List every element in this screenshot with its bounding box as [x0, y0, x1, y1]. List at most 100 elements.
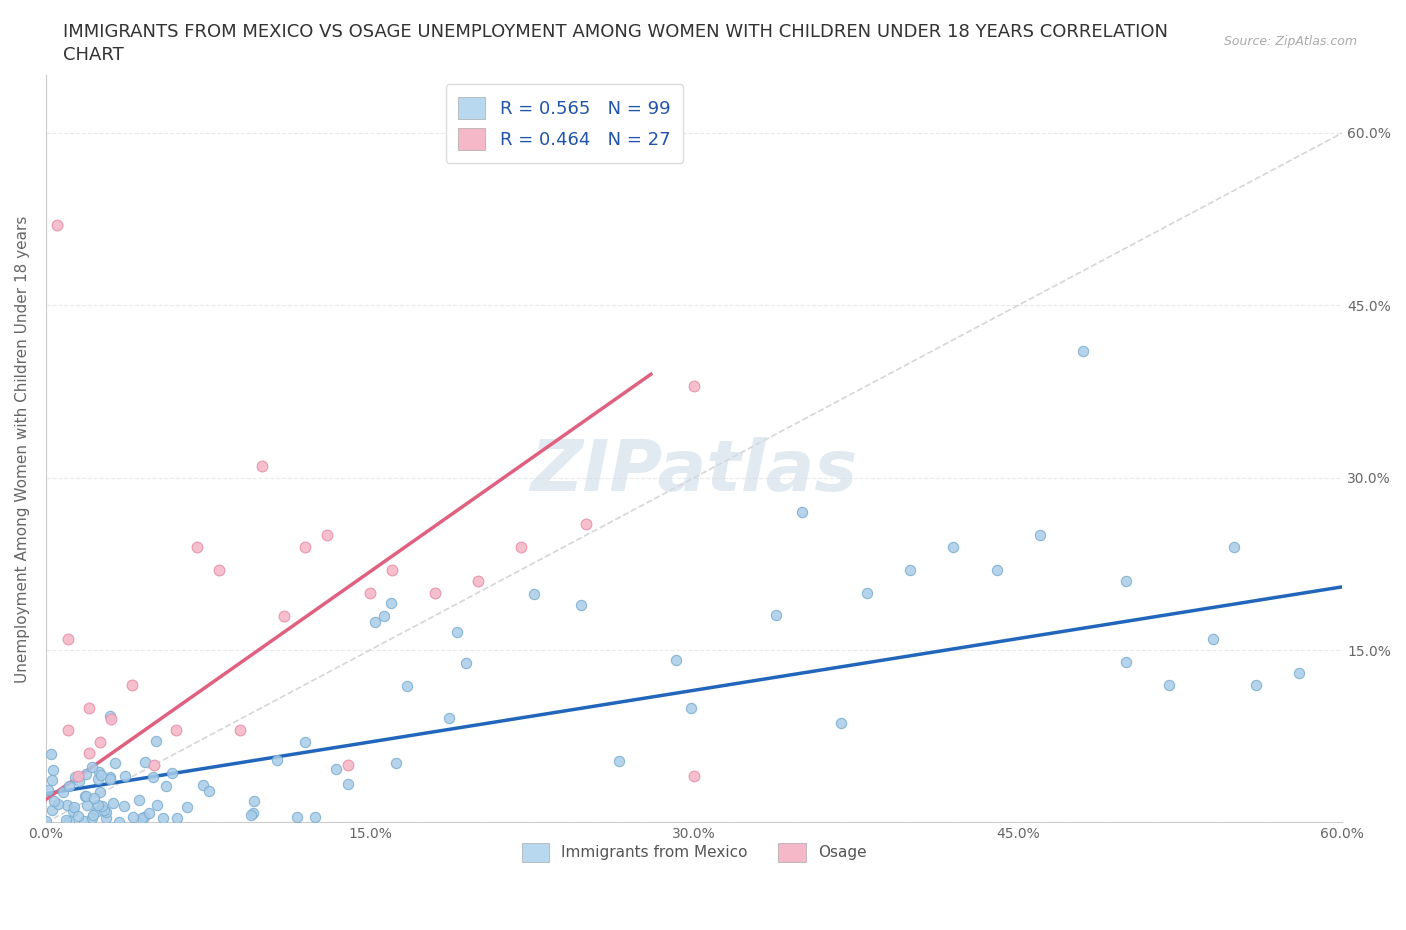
Point: [1201, 631, 1223, 646]
Point: [128, 792, 150, 807]
Point: [45, 218, 67, 232]
Point: [198, 784, 221, 799]
Point: [337, 758, 360, 773]
Point: [44, 793, 66, 808]
Point: [830, 716, 852, 731]
Text: IMMIGRANTS FROM MEXICO VS OSAGE UNEMPLOYMENT AMONG WOMEN WITH CHILDREN UNDER 18 : IMMIGRANTS FROM MEXICO VS OSAGE UNEMPLOY…: [63, 23, 1168, 41]
Point: [37, 783, 59, 798]
Point: [304, 810, 326, 825]
Point: [315, 527, 337, 542]
Point: [146, 797, 169, 812]
Point: [665, 653, 688, 668]
Point: [75, 789, 97, 804]
Point: [325, 762, 347, 777]
Point: [373, 608, 395, 623]
Point: [66, 809, 89, 824]
Point: [77, 700, 100, 715]
Point: [121, 677, 143, 692]
Point: [208, 562, 231, 577]
Point: [63, 799, 86, 814]
Point: [294, 539, 316, 554]
Point: [437, 711, 460, 725]
Point: [1115, 654, 1137, 669]
Point: [114, 769, 136, 784]
Point: [1115, 574, 1137, 589]
Point: [138, 805, 160, 820]
Point: [294, 735, 316, 750]
Point: [1029, 527, 1052, 542]
Point: [46, 796, 69, 811]
Point: [82, 759, 104, 774]
Point: [239, 807, 262, 822]
Point: [39, 746, 62, 761]
Point: [242, 805, 264, 820]
Point: [94, 811, 117, 826]
Point: [98, 771, 121, 786]
Point: [56, 631, 79, 646]
Point: [75, 788, 97, 803]
Point: [155, 778, 177, 793]
Point: [385, 756, 408, 771]
Point: [186, 539, 208, 554]
Point: [250, 458, 273, 473]
Point: [58, 778, 80, 793]
Point: [62, 804, 84, 818]
Point: [165, 723, 187, 737]
Point: [98, 769, 121, 784]
Point: [607, 753, 630, 768]
Point: [683, 769, 706, 784]
Point: [285, 810, 308, 825]
Point: [683, 379, 706, 393]
Point: [41, 772, 63, 787]
Point: [166, 811, 188, 826]
Point: [89, 735, 111, 750]
Point: [273, 608, 295, 623]
Point: [94, 804, 117, 819]
Point: [87, 772, 110, 787]
Point: [65, 769, 87, 784]
Point: [569, 598, 592, 613]
Point: [134, 810, 156, 825]
Point: [35, 814, 58, 829]
Point: [134, 755, 156, 770]
Point: [55, 797, 77, 812]
Point: [87, 764, 110, 779]
Text: Source: ZipAtlas.com: Source: ZipAtlas.com: [1223, 35, 1357, 48]
Point: [792, 505, 814, 520]
Point: [82, 807, 104, 822]
Y-axis label: Unemployment Among Women with Children Under 18 years: Unemployment Among Women with Children U…: [15, 215, 30, 683]
Point: [152, 811, 174, 826]
Point: [67, 769, 90, 784]
Point: [101, 796, 124, 811]
Point: [83, 790, 105, 805]
Point: [91, 799, 114, 814]
Point: [84, 804, 107, 819]
Legend: Immigrants from Mexico, Osage: Immigrants from Mexico, Osage: [512, 834, 876, 870]
Point: [145, 733, 167, 748]
Point: [364, 615, 387, 630]
Point: [87, 797, 110, 812]
Point: [510, 539, 533, 554]
Point: [122, 810, 145, 825]
Point: [898, 562, 921, 577]
Point: [229, 723, 252, 737]
Point: [575, 516, 598, 531]
Point: [55, 813, 77, 828]
Point: [162, 765, 184, 780]
Point: [446, 625, 468, 640]
Point: [93, 803, 115, 817]
Point: [112, 798, 135, 813]
Point: [108, 815, 131, 830]
Point: [89, 784, 111, 799]
Point: [42, 762, 65, 777]
Point: [104, 755, 127, 770]
Point: [467, 574, 489, 589]
Point: [423, 585, 446, 600]
Point: [242, 794, 264, 809]
Point: [100, 711, 122, 726]
Point: [1244, 677, 1267, 692]
Point: [1159, 677, 1181, 692]
Point: [77, 746, 100, 761]
Point: [67, 774, 90, 789]
Point: [56, 723, 79, 737]
